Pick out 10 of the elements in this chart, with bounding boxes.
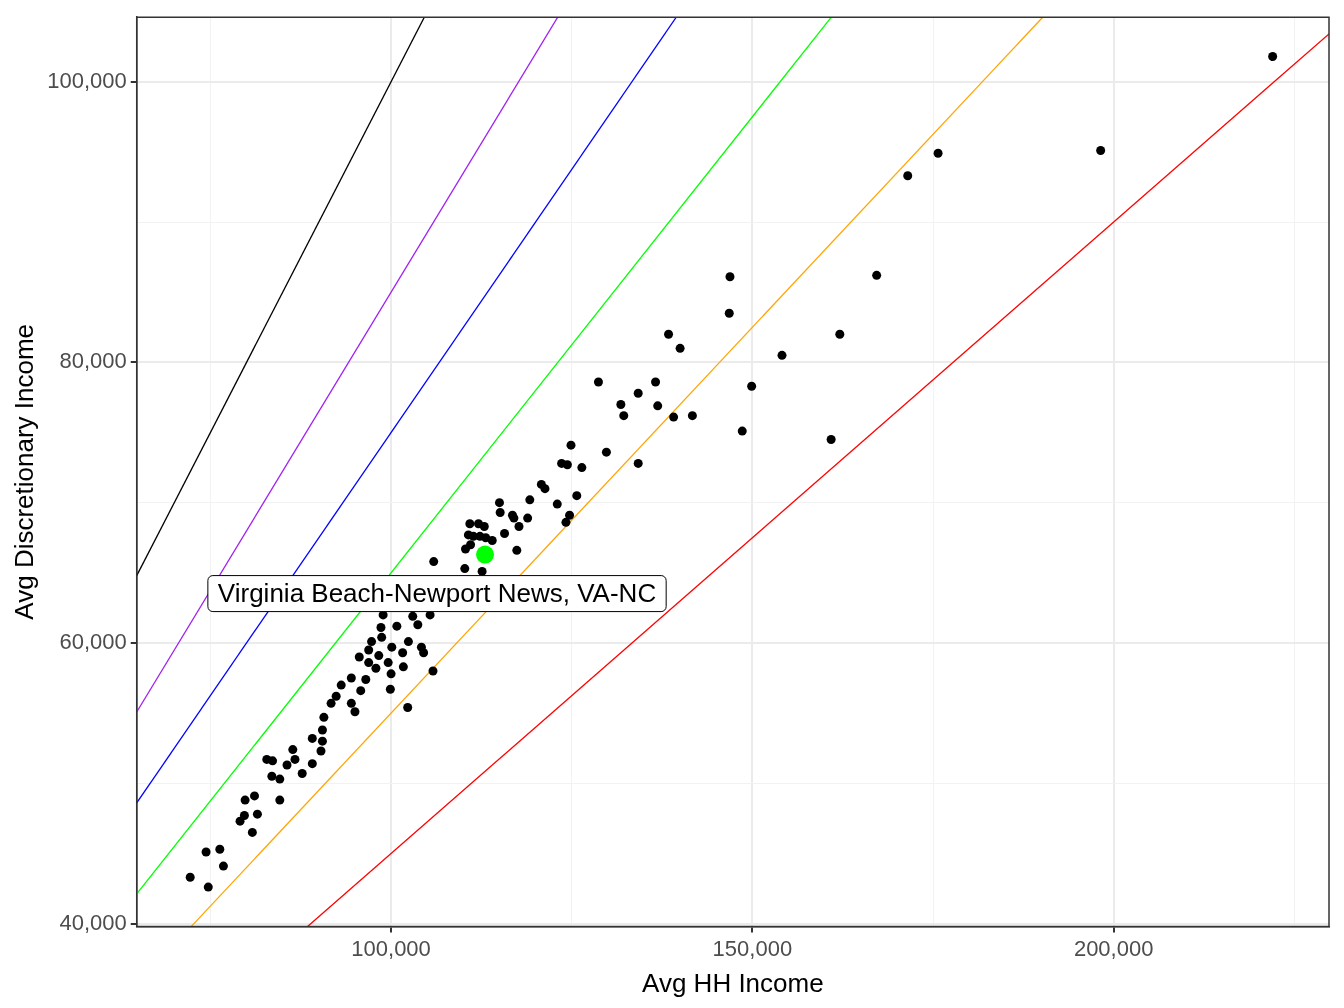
y-tick-label: 100,000 [47, 67, 127, 93]
y-axis-title: Avg Discretionary Income [8, 323, 39, 620]
x-tick-label: 200,000 [1073, 935, 1154, 961]
x-axis-title: Avg HH Income [642, 967, 824, 998]
y-tick-label: 60,000 [59, 629, 127, 655]
y-tick-label: 80,000 [59, 348, 127, 374]
y-tick-label: 40,000 [59, 909, 127, 935]
annotation: Virginia Beach-Newport News, VA-NC [217, 577, 657, 608]
x-tick-label: 100,000 [351, 935, 431, 961]
x-tick-label: 150,000 [712, 935, 793, 961]
